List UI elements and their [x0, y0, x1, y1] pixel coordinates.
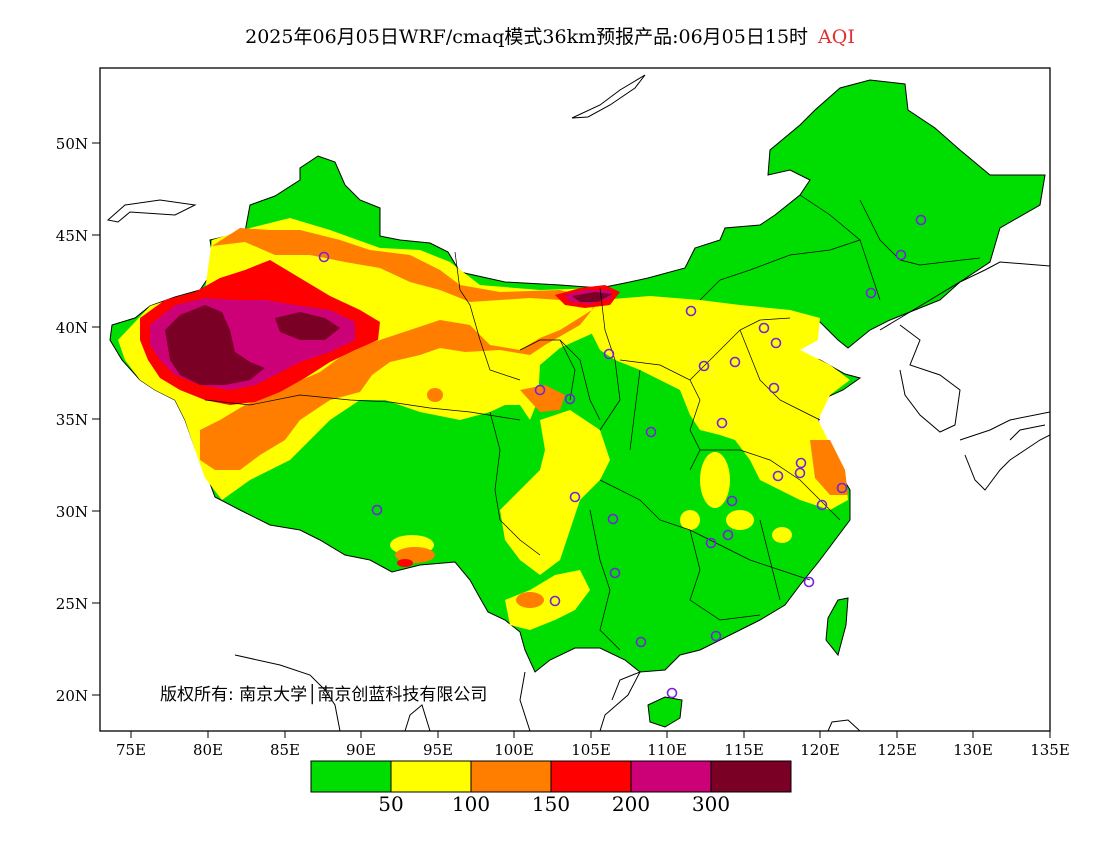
aqi-zone-yellow-spot [700, 452, 730, 508]
aqi-zone-red-spot [397, 559, 413, 567]
x-tick-label: 85E [270, 741, 300, 759]
title-text: 2025年06月05日WRF/cmaq模式36km预报产品:06月05日15时 [245, 26, 809, 48]
aqi-legend [310, 760, 792, 793]
legend-label: 300 [691, 792, 731, 816]
legend-swatch [470, 760, 552, 793]
station-marker [607, 513, 619, 525]
station-marker [698, 360, 710, 372]
station-marker [772, 470, 784, 482]
x-tick-label: 115E [724, 741, 764, 759]
legend-swatch [710, 760, 792, 793]
aqi-zone-orange-spot [516, 592, 544, 608]
station-marker [603, 348, 615, 360]
map-frame [99, 67, 1051, 732]
x-tick-label: 110E [647, 741, 687, 759]
station-marker [770, 337, 782, 349]
legend-swatch [310, 760, 392, 793]
x-tick-label: 75E [116, 741, 146, 759]
station-marker [915, 214, 927, 226]
station-marker [534, 384, 546, 396]
y-axis [92, 142, 100, 696]
y-tick-label: 35N [56, 411, 88, 429]
aqi-zone-yellow-spot [680, 510, 700, 530]
station-marker [705, 537, 717, 549]
station-marker [803, 576, 815, 588]
aqi-zone-orange-west [200, 228, 600, 470]
legend-label: 150 [531, 792, 571, 816]
station-marker [710, 630, 722, 642]
station-marker [768, 382, 780, 394]
china-landmass [109, 79, 1046, 673]
copyright-text: 版权所有: 南京大学│南京创蓝科技有限公司 [160, 685, 488, 705]
y-tick-label: 30N [56, 503, 88, 521]
province-boundaries [204, 194, 981, 651]
title-variable: AQI [818, 26, 855, 48]
x-tick-label: 100E [494, 741, 534, 759]
aqi-zone-orange-east [810, 440, 848, 495]
aqi-zone-maroon-north [572, 292, 612, 302]
neighbour-coastlines [106, 74, 1050, 731]
station-marker [569, 491, 581, 503]
station-marker [729, 356, 741, 368]
legend-swatch [390, 760, 472, 793]
legend-label: 200 [611, 792, 651, 816]
station-marker [895, 249, 907, 261]
station-marker [794, 467, 806, 479]
aqi-zone-orange-central [520, 385, 565, 412]
legend-label: 50 [378, 792, 404, 816]
aqi-zone-yellow-south [505, 570, 590, 630]
x-tick-label: 90E [346, 741, 376, 759]
x-tick-label: 120E [800, 741, 840, 759]
legend-label: 100 [451, 792, 491, 816]
x-tick-label: 125E [877, 741, 917, 759]
station-marker [865, 287, 877, 299]
hainan-island [647, 696, 683, 728]
aqi-zone-maroon-taklimakan [165, 305, 265, 385]
station-marker [609, 567, 621, 579]
aqi-zone-yellow-central [500, 410, 610, 575]
aqi-zone-yellow-spot [772, 527, 792, 543]
station-marker [635, 636, 647, 648]
station-marker [836, 482, 848, 494]
station-marker [795, 457, 807, 469]
y-axis-labels: 50N 45N 40N 35N 30N 25N 20N [56, 135, 88, 705]
station-marker [722, 529, 734, 541]
station-marker [549, 595, 561, 607]
y-tick-label: 40N [56, 319, 88, 337]
aqi-zone-maroon-central [275, 312, 340, 340]
aqi-zone-yellow-spot [726, 510, 754, 530]
aqi-zone-yellow-north [590, 296, 850, 510]
x-axis-labels: 75E 80E 85E 90E 95E 100E 105E 110E 115E … [116, 741, 1070, 759]
y-tick-label: 50N [56, 135, 88, 153]
x-tick-label: 130E [953, 741, 993, 759]
x-tick-label: 105E [571, 741, 611, 759]
x-tick-label: 95E [423, 741, 453, 759]
x-tick-label: 135E [1030, 741, 1070, 759]
station-marker [685, 305, 697, 317]
legend-swatch [630, 760, 712, 793]
y-tick-label: 45N [56, 227, 88, 245]
station-marker [666, 687, 678, 699]
station-marker [758, 322, 770, 334]
station-marker [564, 393, 576, 405]
legend-swatch [550, 760, 632, 793]
station-marker [726, 495, 738, 507]
station-marker [318, 251, 330, 263]
city-stations [318, 214, 927, 699]
station-marker [371, 504, 383, 516]
taiwan-island [825, 597, 849, 657]
map-title: 2025年06月05日WRF/cmaq模式36km预报产品:06月05日15时 A… [0, 22, 1100, 49]
x-axis [130, 731, 1051, 738]
station-marker [645, 426, 657, 438]
y-tick-label: 25N [56, 595, 88, 613]
y-tick-label: 20N [56, 687, 88, 705]
station-marker [816, 499, 828, 511]
aqi-zone-orange-spot [427, 388, 443, 402]
x-tick-label: 80E [193, 741, 223, 759]
station-marker [716, 417, 728, 429]
